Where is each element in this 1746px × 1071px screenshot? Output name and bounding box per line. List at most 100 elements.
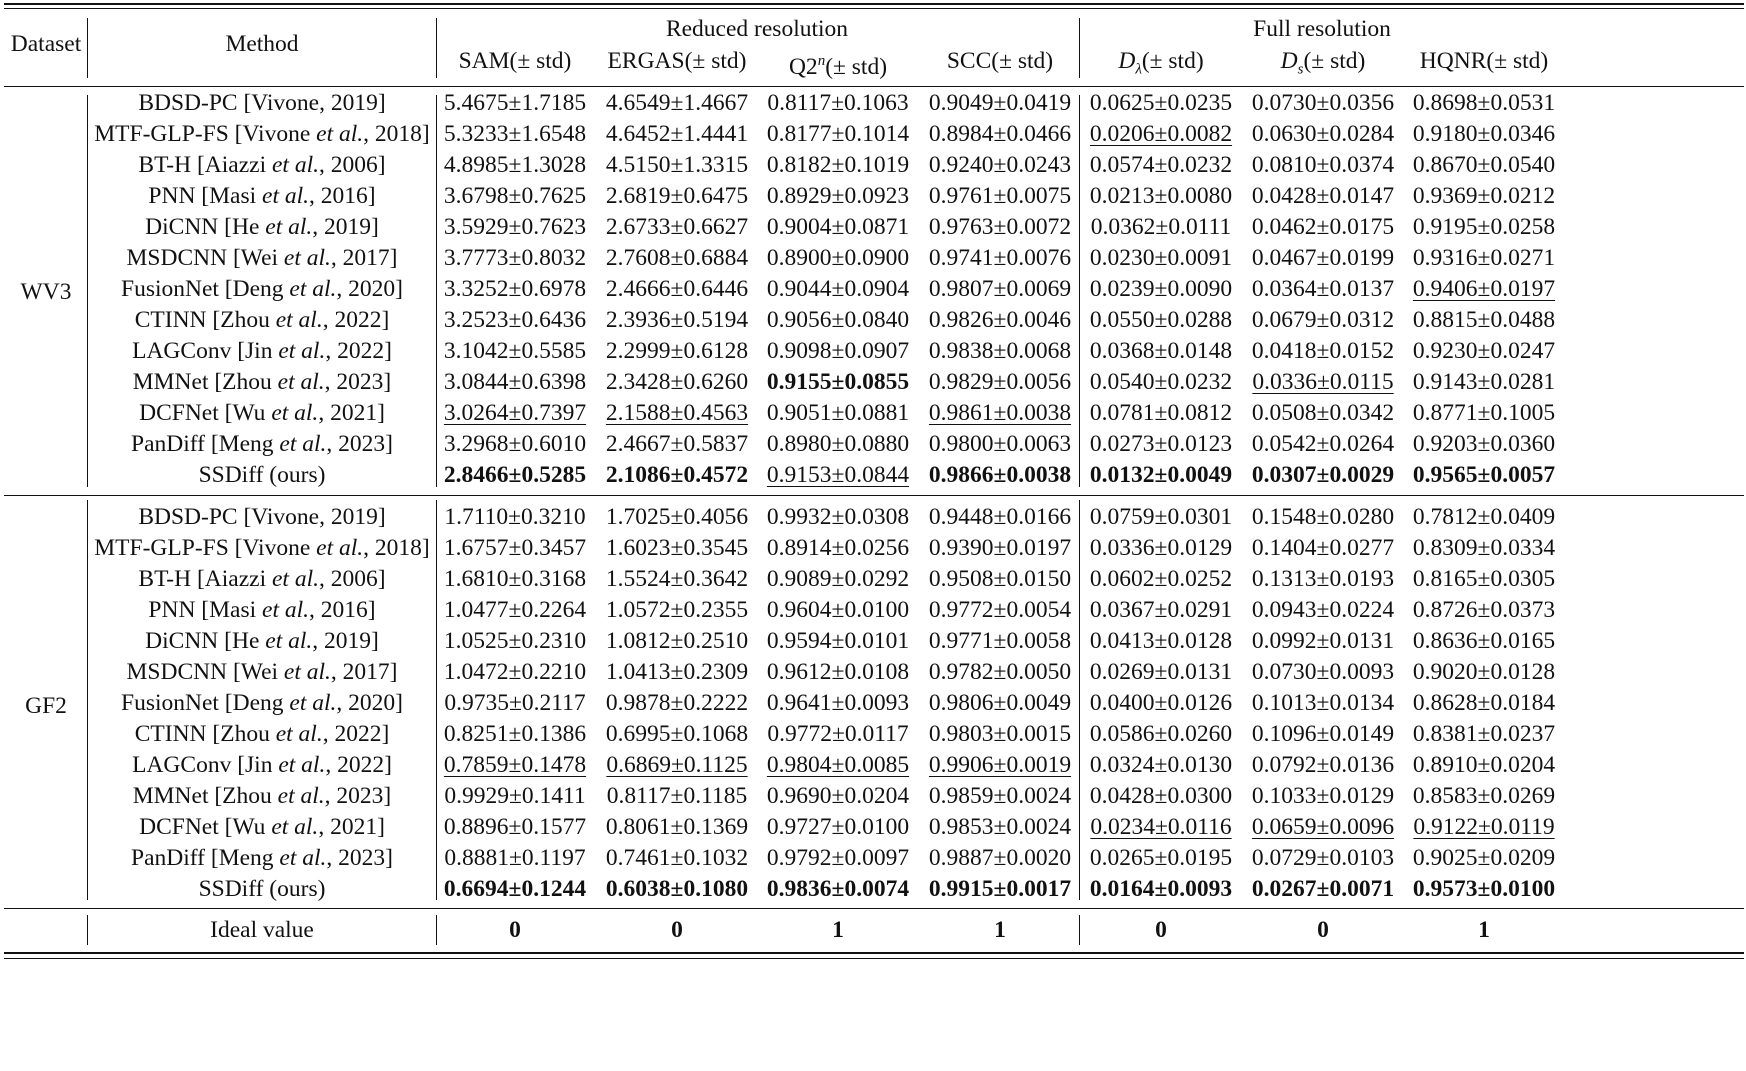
method-etal: et al. xyxy=(265,214,313,240)
metric-value-text: 0.0574±0.0232 xyxy=(1089,152,1233,178)
metric-value: 0.0730±0.0356 xyxy=(1252,86,1394,120)
metric-value: 1.7025±0.4056 xyxy=(606,500,748,534)
ideal-value: 0 xyxy=(671,917,683,943)
metric-value: 0.8980±0.0880 xyxy=(767,427,909,461)
method-part: , 2023] xyxy=(324,783,392,809)
metric-value-text: 5.3233±1.6548 xyxy=(443,121,587,147)
metric-value-text: 0.8670±0.0540 xyxy=(1412,152,1556,178)
method-name: MTF-GLP-FS [Vivone et al., 2018] xyxy=(94,117,429,151)
metric-value-text: 1.0477±0.2264 xyxy=(443,597,587,623)
metric-value-text: 1.0472±0.2210 xyxy=(443,659,587,685)
method-name: MSDCNN [Wei et al., 2017] xyxy=(127,241,398,275)
metric-name: SAM(± std) xyxy=(458,48,572,74)
metric-value: 0.0239±0.0090 xyxy=(1090,272,1232,306)
metric-value-text: 3.3252±0.6978 xyxy=(443,276,587,302)
method-etal: et al. xyxy=(278,338,326,364)
metric-value-text: 0.0943±0.0224 xyxy=(1251,597,1395,623)
method-etal: et al. xyxy=(262,183,310,209)
metric-value: 0.7859±0.1478 xyxy=(444,748,586,782)
metric-value: 0.9878±0.2222 xyxy=(606,686,748,720)
metric-value: 0.8117±0.1063 xyxy=(767,86,908,120)
metric-value: 0.9772±0.0054 xyxy=(929,593,1071,627)
metric-value: 4.8985±1.3028 xyxy=(444,148,586,182)
metric-value-text: 3.1042±0.5585 xyxy=(443,338,587,364)
metric-value: 0.9761±0.0075 xyxy=(929,179,1071,213)
method-part: , 2016] xyxy=(309,597,376,623)
metric-value: 0.9049±0.0419 xyxy=(929,86,1071,120)
metric-value-text: 0.9878±0.2222 xyxy=(605,690,749,716)
metric-symbol: D xyxy=(1280,48,1298,74)
metric-value-text: 0.9829±0.0056 xyxy=(928,369,1072,395)
method-name: PNN [Masi et al., 2016] xyxy=(148,593,375,627)
method-name: DiCNN [He et al., 2019] xyxy=(145,210,379,244)
column-separator xyxy=(436,500,437,900)
method-name: LAGConv [Jin et al., 2022] xyxy=(132,334,392,368)
metric-value: 0.0164±0.0093 xyxy=(1090,872,1232,906)
metric-value-text: 0.7859±0.1478 xyxy=(443,752,587,778)
metric-value-text: 2.8466±0.5285 xyxy=(443,462,587,488)
metric-value-text: 2.1588±0.4563 xyxy=(605,400,749,426)
method-etal: et al. xyxy=(283,245,331,271)
metric-value: 3.2523±0.6436 xyxy=(444,303,586,337)
metric-value: 2.2999±0.6128 xyxy=(606,334,748,368)
metric-value-text: 4.6549±1.4667 xyxy=(605,90,749,116)
metric-value-text: 0.0792±0.0136 xyxy=(1251,752,1395,778)
metric-suffix: (± std) xyxy=(825,53,888,80)
metric-value-text: 0.1013±0.0134 xyxy=(1251,690,1395,716)
metric-value-text: 0.9122±0.0119 xyxy=(1413,814,1555,840)
method-name: SSDiff (ours) xyxy=(199,458,326,492)
metric-value-text: 2.3428±0.6260 xyxy=(605,369,749,395)
method-name: BT-H [Aiazzi et al., 2006] xyxy=(138,148,385,182)
metric-value: 0.8815±0.0488 xyxy=(1413,303,1555,337)
metric-value-text: 0.8381±0.0237 xyxy=(1412,721,1556,747)
metric-value: 0.0413±0.0128 xyxy=(1090,624,1232,658)
metric-header: SCC(± std) xyxy=(947,44,1053,78)
metric-value-text: 0.8914±0.0256 xyxy=(766,535,910,561)
metric-value: 0.8929±0.0923 xyxy=(767,179,909,213)
metric-value-text: 0.9612±0.0108 xyxy=(766,659,910,685)
metric-value: 0.9098±0.0907 xyxy=(767,334,909,368)
metric-value: 2.1086±0.4572 xyxy=(606,458,748,492)
metric-value: 1.6810±0.3168 xyxy=(444,562,586,596)
method-name: MMNet [Zhou et al., 2023] xyxy=(133,779,391,813)
metric-value-text: 0.8583±0.0269 xyxy=(1412,783,1556,809)
method-part: DCFNet [Wu xyxy=(139,814,272,840)
metric-value: 0.0550±0.0288 xyxy=(1090,303,1232,337)
method-part: , 2006] xyxy=(319,566,386,592)
column-separator xyxy=(1079,500,1080,900)
metric-value: 0.0230±0.0091 xyxy=(1090,241,1232,275)
metric-header: ERGAS(± std) xyxy=(608,44,747,78)
metric-value: 0.8309±0.0334 xyxy=(1413,531,1555,565)
metric-value: 1.6757±0.3457 xyxy=(444,531,586,565)
metric-value-text: 2.3936±0.5194 xyxy=(605,307,749,333)
metric-value: 3.3252±0.6978 xyxy=(444,272,586,306)
metric-value: 0.1313±0.0193 xyxy=(1252,562,1394,596)
metric-value-text: 0.0992±0.0131 xyxy=(1251,628,1395,654)
column-separator xyxy=(1079,18,1080,78)
metric-value-text: 0.1096±0.0149 xyxy=(1251,721,1395,747)
ideal-value: 0 xyxy=(1317,917,1329,943)
metric-value: 0.8881±0.1197 xyxy=(444,841,585,875)
method-name: DCFNet [Wu et al., 2021] xyxy=(139,396,385,430)
header-bottom-rule xyxy=(4,86,1744,87)
metric-value: 0.9641±0.0093 xyxy=(767,686,909,720)
metric-value-text: 0.8910±0.0204 xyxy=(1412,752,1556,778)
metric-value: 0.9807±0.0069 xyxy=(929,272,1071,306)
metric-value-text: 0.8815±0.0488 xyxy=(1412,307,1556,333)
method-part: MTF-GLP-FS [Vivone xyxy=(94,121,317,147)
metric-value-text: 0.9240±0.0243 xyxy=(928,152,1072,178)
metric-value: 0.0362±0.0111 xyxy=(1091,210,1231,244)
metric-value-text: 0.9004±0.0871 xyxy=(766,214,910,240)
metric-value: 0.9230±0.0247 xyxy=(1413,334,1555,368)
metric-value-text: 0.0413±0.0128 xyxy=(1089,628,1233,654)
metric-value-text: 0.9782±0.0050 xyxy=(928,659,1072,685)
metric-value: 3.7773±0.8032 xyxy=(444,241,586,275)
metric-value-text: 2.7608±0.6884 xyxy=(605,245,749,271)
metric-value: 0.7461±0.1032 xyxy=(606,841,748,875)
metric-value: 1.0525±0.2310 xyxy=(444,624,586,658)
method-part: CTINN [Zhou xyxy=(134,307,276,333)
metric-value-text: 0.9230±0.0247 xyxy=(1412,338,1556,364)
metric-value: 0.0630±0.0284 xyxy=(1252,117,1394,151)
metric-value: 0.0336±0.0129 xyxy=(1090,531,1232,565)
method-name: PanDiff [Meng et al., 2023] xyxy=(131,427,393,461)
